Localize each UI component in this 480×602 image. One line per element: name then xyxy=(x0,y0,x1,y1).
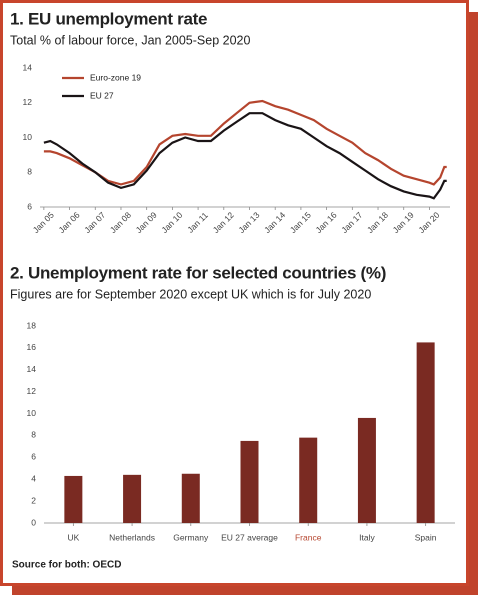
x-tick-label: UK xyxy=(67,532,79,542)
x-tick-label: France xyxy=(295,532,322,542)
bar xyxy=(181,473,200,523)
source: Source for both: OECD xyxy=(12,560,121,571)
bar xyxy=(357,417,376,523)
y-tick-label: 18 xyxy=(27,320,37,330)
y-tick-label: 10 xyxy=(27,408,37,418)
chart-title: 2. Unemployment rate for selected countr… xyxy=(10,263,386,282)
x-tick-label: Italy xyxy=(359,532,375,542)
y-tick-label: 8 xyxy=(27,167,32,177)
y-tick-label: 4 xyxy=(31,473,36,483)
y-tick-label: 6 xyxy=(31,452,36,462)
bar xyxy=(64,475,83,523)
series-line xyxy=(43,99,447,186)
legend-label: Euro-zone 19 xyxy=(90,72,141,82)
y-tick-label: 6 xyxy=(27,201,32,211)
x-tick-label: Spain xyxy=(415,532,437,542)
x-tick-label: Germany xyxy=(173,532,209,542)
y-tick-label: 10 xyxy=(23,132,33,142)
y-tick-label: 8 xyxy=(31,430,36,440)
y-tick-label: 2 xyxy=(31,495,36,505)
x-tick-label: Netherlands xyxy=(109,532,155,542)
bar xyxy=(416,342,435,523)
y-tick-label: 14 xyxy=(23,62,33,72)
chart-title: 1. EU unemployment rate xyxy=(10,9,207,28)
series-line xyxy=(43,112,447,200)
chart-subtitle: Figures are for September 2020 except UK… xyxy=(10,287,371,301)
chart-subtitle: Total % of labour force, Jan 2005-Sep 20… xyxy=(10,33,250,47)
legend-label: EU 27 xyxy=(90,90,114,100)
y-tick-label: 12 xyxy=(23,97,33,107)
x-tick-label: EU 27 average xyxy=(221,532,278,542)
y-tick-label: 12 xyxy=(27,386,37,396)
y-tick-label: 14 xyxy=(27,364,37,374)
y-tick-label: 16 xyxy=(27,342,37,352)
y-tick-label: 0 xyxy=(31,517,36,527)
bar xyxy=(123,474,142,523)
bar xyxy=(299,437,318,523)
bar xyxy=(240,440,259,523)
